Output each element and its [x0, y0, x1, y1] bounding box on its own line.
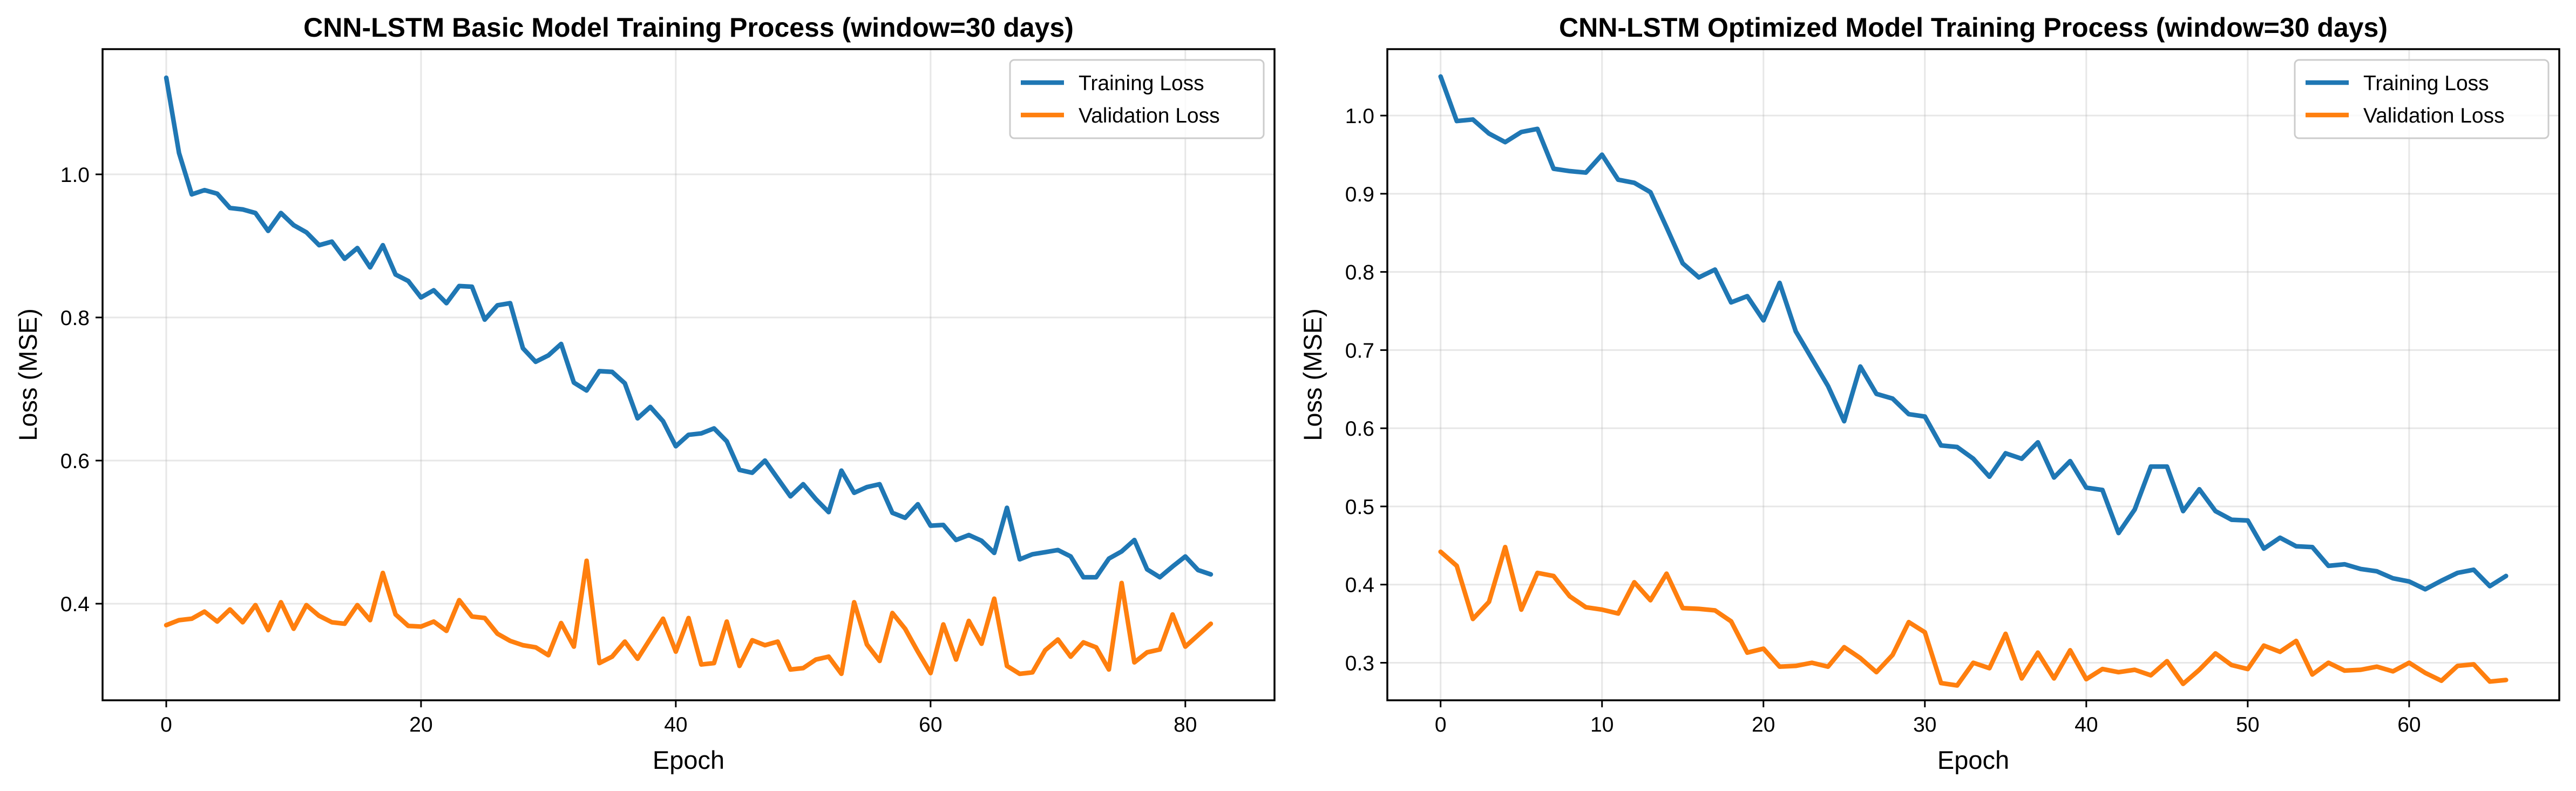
- x-tick-label: 10: [1590, 713, 1614, 736]
- y-tick-label: 0.4: [60, 593, 90, 616]
- chart-title: CNN-LSTM Optimized Model Training Proces…: [1559, 12, 2388, 43]
- x-axis-label: Epoch: [653, 746, 724, 774]
- y-tick-label: 0.4: [1345, 574, 1374, 597]
- chart-2: 0 10 20 30 40 50 60 0.3 0.4 0.5 0.6 0.7 0.8 0.9 1.0 CNN…: [1298, 12, 2560, 774]
- y-tick-label: 0.7: [1345, 339, 1374, 362]
- x-axis-label: Epoch: [1937, 746, 2009, 774]
- x-tick-label: 0: [160, 713, 172, 736]
- chart-title: CNN-LSTM Basic Model Training Process (w…: [303, 12, 1074, 43]
- series-line-validation-loss: [164, 558, 1214, 677]
- x-tick-label: 20: [409, 713, 432, 736]
- legend: Training Loss Validation Loss: [2294, 59, 2550, 139]
- x-tick-label: 60: [2397, 713, 2421, 736]
- y-axis-label: Loss (MSE): [13, 308, 42, 441]
- y-tick-label: 0.8: [60, 307, 90, 330]
- x-tick-label: 30: [1913, 713, 1936, 736]
- y-axis-label: Loss (MSE): [1298, 308, 1327, 441]
- x-tick-label: 0: [1435, 713, 1447, 736]
- y-tick-label: 0.6: [1345, 417, 1374, 441]
- series-line-training-loss: [1438, 74, 2509, 592]
- series-line-training-loss: [164, 75, 1214, 580]
- legend-label-validation-loss: Validation Loss: [2363, 104, 2505, 127]
- x-tick-label: 80: [1174, 713, 1197, 736]
- x-tick-label: 40: [2075, 713, 2098, 736]
- x-tick-label: 20: [1752, 713, 1775, 736]
- y-tick-label: 0.3: [1345, 652, 1374, 675]
- y-tick-label: 0.6: [60, 450, 90, 473]
- y-tick-label: 0.5: [1345, 496, 1374, 519]
- y-tick-label: 0.8: [1345, 261, 1374, 285]
- chart-1: 0 20 40 60 80 0.4 0.6 0.8 1.0 CNN-LSTM Basic Mode…: [13, 12, 1276, 774]
- plot-area: [1387, 49, 2559, 700]
- series-line-validation-loss: [1438, 544, 2509, 688]
- legend: Training Loss Validation Loss: [1009, 59, 1265, 139]
- y-tick-label: 1.0: [1345, 105, 1374, 128]
- legend-label-training-loss: Training Loss: [1079, 72, 1204, 95]
- legend-box: [1009, 59, 1265, 139]
- axes-frame: [101, 48, 1276, 701]
- x-tick-label: 50: [2236, 713, 2259, 736]
- y-tick-label: 0.9: [1345, 183, 1374, 206]
- plot-area: [103, 49, 1275, 700]
- axes-frame: [1386, 48, 2560, 701]
- legend-box: [2294, 59, 2550, 139]
- y-tick-label: 1.0: [60, 164, 90, 187]
- x-tick-label: 40: [664, 713, 687, 736]
- legend-label-validation-loss: Validation Loss: [1079, 104, 1220, 127]
- legend-label-training-loss: Training Loss: [2363, 72, 2489, 95]
- x-tick-label: 60: [919, 713, 942, 736]
